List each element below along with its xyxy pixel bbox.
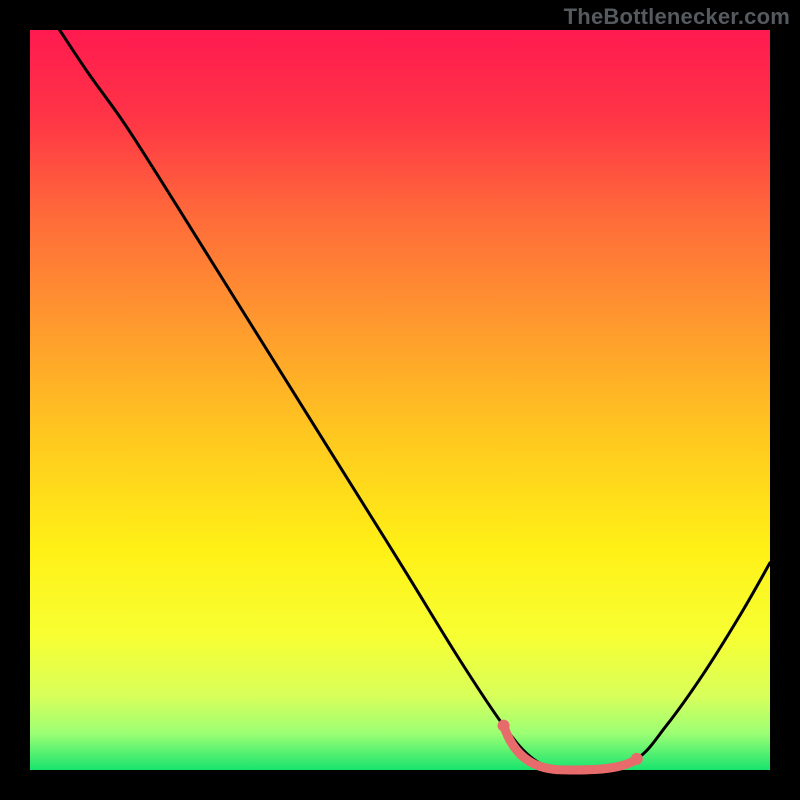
- chart-stage: TheBottlenecker.com: [0, 0, 800, 800]
- bottleneck-chart-svg: [0, 0, 800, 800]
- optimal-range-dot-right: [631, 753, 643, 765]
- optimal-range-dot-left: [498, 720, 510, 732]
- watermark-label: TheBottlenecker.com: [564, 4, 790, 30]
- gradient-background: [30, 30, 770, 770]
